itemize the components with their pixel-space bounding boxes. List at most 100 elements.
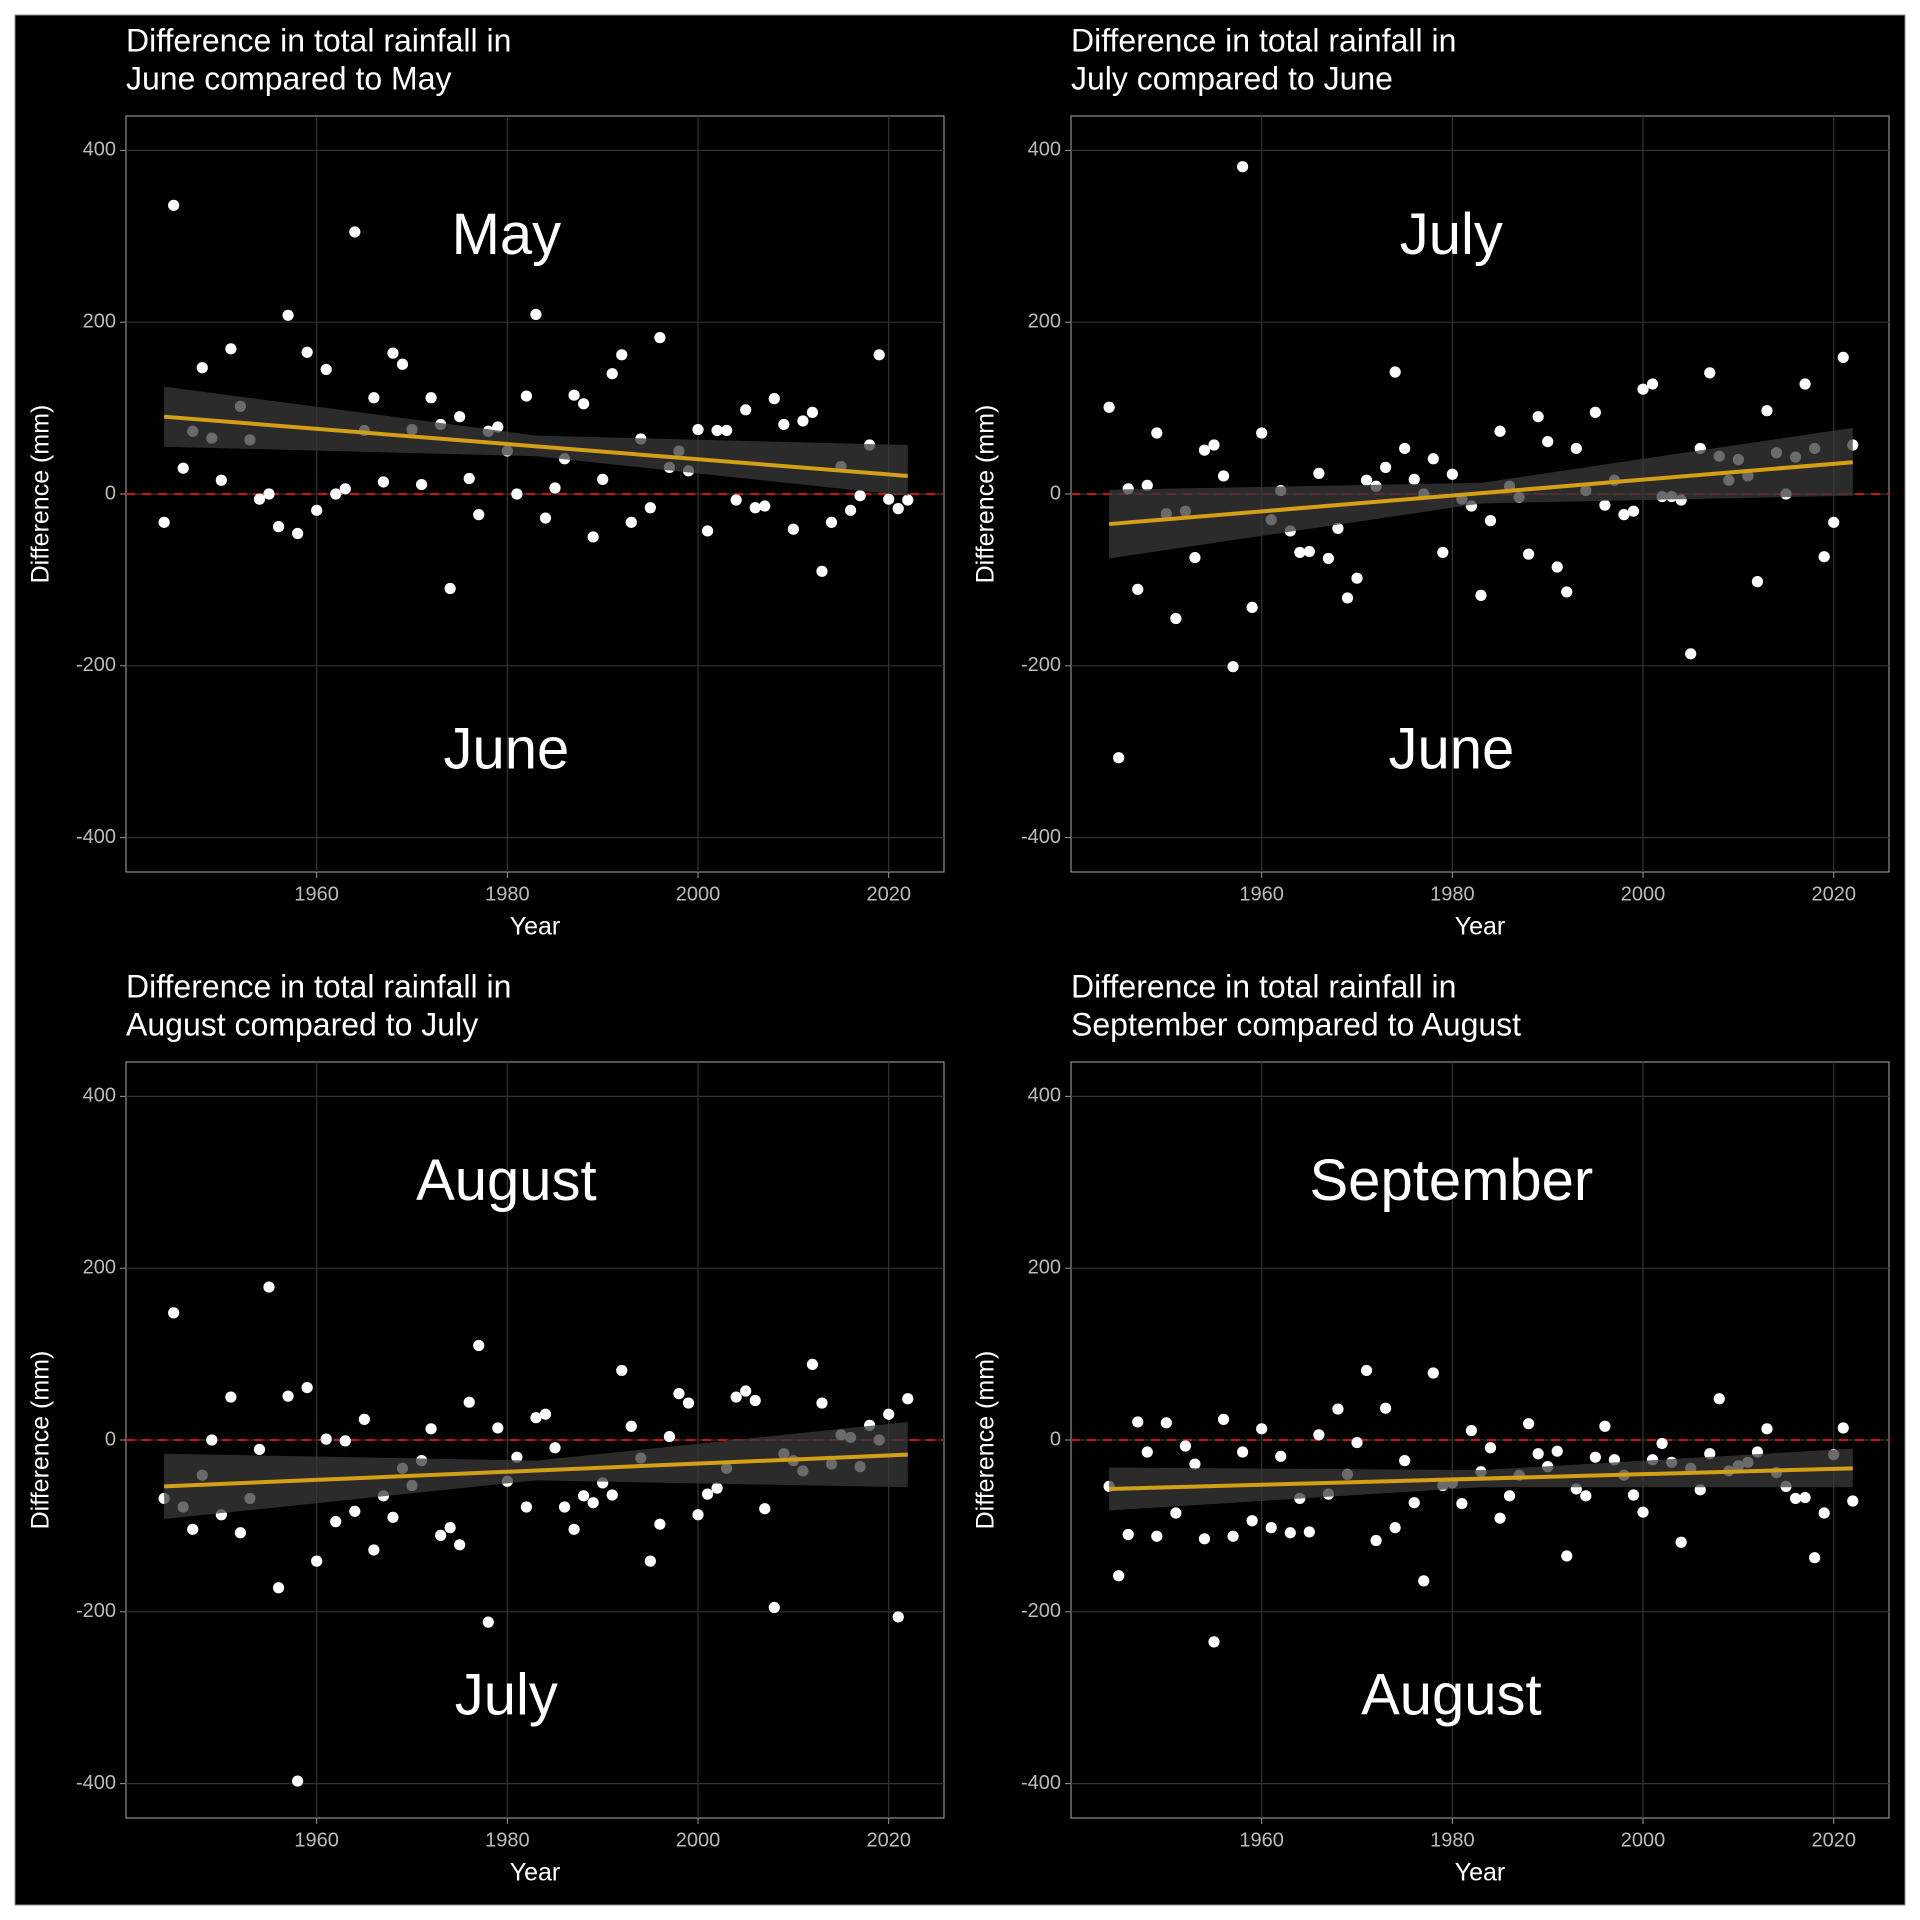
- data-point: [282, 1390, 294, 1402]
- data-point: [301, 346, 313, 358]
- annotation: July: [455, 1663, 558, 1728]
- data-point: [1532, 411, 1544, 423]
- data-point: [597, 473, 609, 485]
- data-point: [463, 1396, 475, 1408]
- data-point: [587, 1497, 599, 1509]
- data-point: [311, 1555, 323, 1567]
- data-point: [1484, 515, 1497, 527]
- data-point: [396, 358, 409, 370]
- data-point: [1427, 453, 1439, 465]
- data-point: [1704, 367, 1716, 379]
- annotation: August: [1361, 1663, 1542, 1728]
- y-axis-label: Difference (mm): [27, 405, 55, 584]
- data-point: [1551, 561, 1563, 573]
- annotation: July: [1400, 202, 1503, 267]
- y-tick-label: -200: [76, 1600, 116, 1622]
- data-point: [578, 1490, 590, 1502]
- data-point: [1399, 442, 1411, 455]
- data-point: [520, 390, 533, 402]
- data-point: [787, 523, 799, 535]
- data-point: [883, 493, 895, 505]
- data-point: [425, 1423, 437, 1435]
- data-point: [1818, 551, 1830, 563]
- data-point: [883, 1408, 895, 1420]
- data-point: [1751, 576, 1764, 588]
- data-point: [692, 1509, 704, 1521]
- x-tick-label: 2000: [1621, 1829, 1666, 1851]
- data-point: [511, 488, 523, 500]
- y-tick-label: -400: [76, 1772, 116, 1794]
- y-tick-label: -400: [76, 826, 116, 848]
- data-point: [206, 1434, 218, 1446]
- y-axis-label: Difference (mm): [27, 1351, 55, 1530]
- data-point: [644, 502, 656, 514]
- annotation: August: [416, 1148, 597, 1213]
- data-point: [1465, 1424, 1478, 1437]
- data-point: [196, 362, 208, 374]
- data-point: [873, 349, 885, 361]
- data-point: [1637, 383, 1649, 395]
- chart-title: Difference in total rainfall in: [126, 22, 511, 58]
- data-point: [1351, 572, 1363, 584]
- data-point: [349, 1505, 361, 1517]
- x-tick-label: 2020: [1811, 883, 1856, 905]
- data-point: [768, 1601, 780, 1614]
- data-point: [435, 1529, 447, 1541]
- data-point: [1389, 1522, 1401, 1534]
- x-axis-label: Year: [1455, 913, 1506, 941]
- data-point: [444, 1522, 456, 1534]
- data-point: [454, 411, 466, 423]
- data-point: [1570, 442, 1582, 455]
- data-point: [1132, 1416, 1144, 1428]
- data-point: [225, 1391, 237, 1403]
- data-point: [168, 1307, 180, 1319]
- data-point: [1837, 351, 1849, 364]
- data-point: [1532, 1448, 1544, 1460]
- data-point: [1141, 1446, 1153, 1458]
- data-point: [1380, 461, 1392, 473]
- data-point: [1275, 1450, 1287, 1462]
- data-point: [892, 1611, 904, 1623]
- data-point: [1599, 499, 1611, 511]
- data-point: [492, 421, 504, 433]
- data-point: [454, 1539, 466, 1551]
- y-tick-label: -200: [1021, 654, 1061, 676]
- y-tick-label: 0: [1050, 1428, 1061, 1450]
- data-point: [654, 332, 666, 344]
- y-tick-label: 400: [1028, 139, 1061, 161]
- data-point: [463, 472, 475, 485]
- data-point: [806, 406, 819, 418]
- data-point: [816, 1397, 828, 1409]
- data-point: [1237, 1446, 1249, 1458]
- trend-line: [1109, 1466, 1853, 1491]
- data-point: [558, 1501, 571, 1513]
- data-point: [1113, 1570, 1125, 1582]
- data-point: [1618, 509, 1630, 521]
- data-point: [701, 525, 714, 537]
- y-tick-label: -400: [1021, 826, 1061, 848]
- data-point: [368, 392, 380, 404]
- annotation: September: [1310, 1148, 1594, 1213]
- y-tick-label: 0: [105, 1428, 116, 1450]
- data-point: [1217, 470, 1230, 482]
- annotation: June: [1388, 717, 1514, 782]
- data-point: [1589, 406, 1601, 418]
- data-point: [1208, 439, 1220, 451]
- data-point: [654, 1518, 666, 1530]
- data-point: [177, 462, 189, 474]
- chart-title: Difference in total rainfall in: [126, 968, 511, 1004]
- data-point: [1122, 1528, 1134, 1541]
- y-tick-label: 200: [83, 310, 116, 332]
- data-point: [444, 582, 456, 595]
- data-point: [759, 500, 771, 512]
- trend-line: [163, 414, 908, 478]
- chart-title: August compared to July: [126, 1006, 478, 1042]
- data-point: [168, 199, 180, 211]
- data-point: [625, 516, 637, 528]
- data-point: [1408, 1497, 1420, 1509]
- chart-title: June compared to May: [126, 60, 452, 96]
- y-tick-label: 0: [1050, 482, 1061, 504]
- chart-title: Difference in total rainfall in: [1071, 22, 1456, 58]
- data-point: [673, 1388, 685, 1400]
